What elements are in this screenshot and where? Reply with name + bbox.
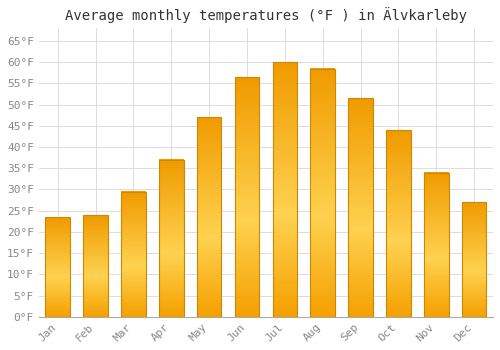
Bar xyxy=(462,202,486,317)
Bar xyxy=(272,62,297,317)
Bar xyxy=(159,160,184,317)
Title: Average monthly temperatures (°F ) in Älvkarleby: Average monthly temperatures (°F ) in Äl… xyxy=(65,7,467,23)
Bar xyxy=(348,98,373,317)
Bar xyxy=(234,77,260,317)
Bar xyxy=(121,191,146,317)
Bar xyxy=(424,173,448,317)
Bar xyxy=(84,215,108,317)
Bar xyxy=(386,130,410,317)
Bar xyxy=(46,217,70,317)
Bar xyxy=(197,117,222,317)
Bar xyxy=(310,69,335,317)
